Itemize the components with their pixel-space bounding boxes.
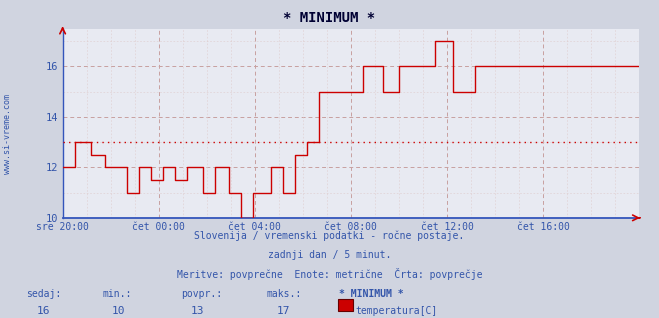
- Text: temperatura[C]: temperatura[C]: [356, 306, 438, 316]
- Text: maks.:: maks.:: [267, 289, 302, 299]
- Text: povpr.:: povpr.:: [181, 289, 222, 299]
- Text: 16: 16: [36, 306, 49, 316]
- Text: 13: 13: [191, 306, 204, 316]
- Text: sedaj:: sedaj:: [26, 289, 61, 299]
- Text: * MINIMUM *: * MINIMUM *: [283, 11, 376, 25]
- Text: * MINIMUM *: * MINIMUM *: [339, 289, 404, 299]
- Text: 10: 10: [112, 306, 125, 316]
- Text: Slovenija / vremenski podatki - ročne postaje.: Slovenija / vremenski podatki - ročne po…: [194, 231, 465, 241]
- Text: 17: 17: [277, 306, 290, 316]
- Text: zadnji dan / 5 minut.: zadnji dan / 5 minut.: [268, 250, 391, 259]
- Text: www.si-vreme.com: www.si-vreme.com: [3, 93, 13, 174]
- Text: Meritve: povprečne  Enote: metrične  Črta: povprečje: Meritve: povprečne Enote: metrične Črta:…: [177, 268, 482, 280]
- Text: min.:: min.:: [102, 289, 132, 299]
